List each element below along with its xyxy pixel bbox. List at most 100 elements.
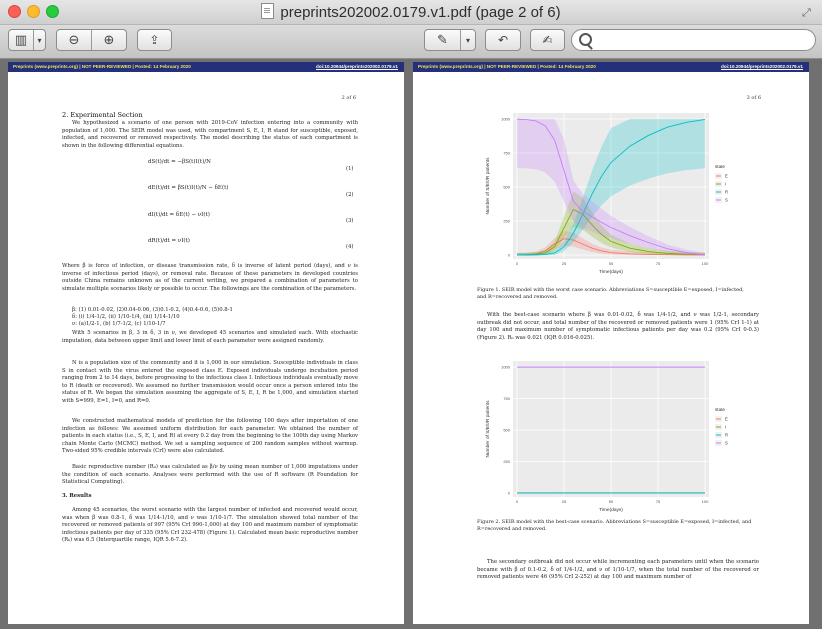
parameter-list-item: β: (1) 0.01-0.02, (2)0.04-0.06, (3)0.1-0…: [72, 307, 233, 313]
y-tick-label: 500: [503, 185, 510, 190]
rotate-icon: ↶: [497, 33, 509, 47]
zoom-out-button[interactable]: ⊖: [57, 30, 91, 50]
search-icon: [579, 33, 592, 46]
equation-number: (1): [346, 166, 354, 172]
x-tick-label: 75: [656, 261, 661, 266]
credible-interval-band-S: [517, 119, 705, 255]
paragraph: With 5 scenarios in β, 3 in δ, 3 in ν, w…: [62, 330, 358, 344]
equation-number: (2): [346, 192, 354, 198]
equation-3: dI(t)/dt = δE(t) − νI(t): [148, 212, 210, 218]
equation-4: dR(t)/dt = νI(t): [148, 238, 190, 244]
figure-1-svg: 0 250 500 750 1000 0 25 50 75 100 Time(days) Number…: [485, 113, 728, 275]
x-tick-label: 0: [516, 499, 519, 504]
legend-label: I: [725, 425, 726, 430]
series-line-E: [516, 238, 706, 256]
y-tick-label: 750: [503, 151, 510, 156]
figure-2-svg: 0 250 500 750 1000 0 25 50 75 100 Time(days) Number…: [485, 361, 728, 513]
series-line-S: [516, 118, 706, 256]
edit-toolbar-button[interactable]: ✍: [530, 29, 565, 51]
zoom-in-icon: ⊕: [103, 32, 115, 48]
figure-2-chart: 0 250 500 750 1000 0 25 50 75 100 Time(days) Number…: [477, 355, 753, 515]
x-tick-label: 100: [702, 499, 709, 504]
credible-interval-band-E: [517, 230, 705, 255]
equation-1: dS(t)/dt = −βS(t)I(t)/N: [148, 159, 211, 165]
pdf-document-icon: [261, 3, 275, 19]
y-tick-label: 250: [503, 219, 510, 224]
credible-interval-band-R: [517, 119, 705, 255]
paragraph: We constructed mathematical models of pr…: [62, 418, 358, 454]
series-line-R: [517, 118, 706, 256]
rotate-button[interactable]: ↶: [485, 29, 521, 51]
parameter-list-item: δ: (i) 1/4-1/2, (ii) 1/10-1/4, (iii) 1/1…: [72, 314, 180, 320]
x-axis-label: Time(days): [599, 507, 623, 513]
figure-2-caption: Figure 2. SEIR model with the best-case …: [477, 519, 752, 532]
legend-label: E: [725, 417, 728, 422]
paragraph: The secondary outbreak did not occur whi…: [477, 559, 759, 580]
preprint-header: Preprints (www.preprints.org) | NOT PEER…: [413, 62, 809, 72]
doi-link[interactable]: doi:10.20944/preprints202002.0179.v1: [316, 64, 398, 69]
y-tick-label: 0: [508, 491, 511, 496]
y-tick-label: 250: [503, 459, 510, 464]
zoom-window-button[interactable]: [46, 5, 59, 18]
toolbar: ▥ ▾ ⊖ ⊕ ⇪ ✎ ▾ ↶ ✍: [0, 25, 822, 59]
share-icon: ⇪: [149, 33, 160, 47]
x-tick-label: 75: [656, 499, 661, 504]
x-tick-label: 0: [516, 261, 519, 266]
header-left-text: Preprints (www.preprints.org) | NOT PEER…: [418, 64, 596, 69]
legend-label: R: [725, 433, 728, 438]
chevron-down-icon: ▾: [33, 30, 45, 50]
figure-1-chart: 0 250 500 750 1000 0 25 50 75 100 Time(days) Number…: [477, 107, 753, 277]
window-title: preprints202002.0179.v1.pdf (page 2 of 6…: [280, 4, 561, 21]
legend-label: R: [725, 190, 728, 195]
figure-1-caption: Figure 1. SEIR model with the worst case…: [477, 287, 744, 300]
pdf-page-2: Preprints (www.preprints.org) | NOT PEER…: [8, 62, 404, 624]
equation-2: dE(t)/dt = βS(t)I(t)/N − δE(t): [148, 185, 229, 191]
zoom-in-button[interactable]: ⊕: [91, 30, 126, 50]
pdf-page-3: Preprints (www.preprints.org) | NOT PEER…: [413, 62, 809, 624]
paragraph: With the best-case scenario where β was …: [477, 312, 759, 341]
edit-icon: ✍: [542, 33, 553, 47]
equation-number: (3): [346, 218, 354, 224]
y-tick-label: 0: [508, 253, 511, 258]
minimize-window-button[interactable]: [27, 5, 40, 18]
search-field[interactable]: [571, 29, 816, 51]
page-number: 3 of 6: [746, 95, 761, 101]
pen-icon: ✎: [437, 32, 448, 48]
y-tick-label: 1000: [501, 365, 511, 370]
y-tick-label: 500: [503, 428, 510, 433]
paragraph: We hypothesized a scenario of one person…: [62, 120, 358, 149]
equation-number: (4): [346, 244, 354, 250]
paragraph: Among 45 scenarios, the worst scenario w…: [62, 507, 358, 543]
x-tick-label: 50: [609, 499, 614, 504]
sidebar-icon: ▥: [14, 32, 28, 48]
legend-title: state: [715, 164, 725, 169]
x-tick-label: 25: [562, 499, 567, 504]
results-heading: 3. Results: [62, 493, 92, 499]
y-axis-label: Number of S/E/I/R patients: [485, 157, 491, 215]
zoom-controls: ⊖ ⊕: [56, 29, 127, 51]
markup-menu[interactable]: ✎ ▾: [424, 29, 476, 51]
sidebar-view-menu[interactable]: ▥ ▾: [8, 29, 46, 51]
document-view[interactable]: Preprints (www.preprints.org) | NOT PEER…: [0, 59, 822, 629]
section-heading: 2. Experimental Section: [62, 111, 143, 119]
doi-link[interactable]: doi:10.20944/preprints202002.0179.v1: [721, 64, 803, 69]
zoom-out-icon: ⊖: [68, 32, 80, 48]
paragraph: N is a population size of the community …: [62, 360, 358, 404]
series-line-I: [516, 208, 706, 256]
x-tick-label: 100: [702, 261, 709, 266]
header-left-text: Preprints (www.preprints.org) | NOT PEER…: [13, 64, 191, 69]
legend-label: S: [725, 198, 728, 203]
title-bar: preprints202002.0179.v1.pdf (page 2 of 6…: [0, 0, 822, 25]
x-tick-label: 50: [609, 261, 614, 266]
x-tick-label: 25: [562, 261, 567, 266]
fullscreen-icon[interactable]: ⤢: [802, 6, 811, 19]
y-tick-label: 750: [503, 396, 510, 401]
y-tick-label: 1000: [501, 117, 511, 122]
close-window-button[interactable]: [8, 5, 21, 18]
page-number: 2 of 6: [341, 95, 356, 101]
legend-label: I: [725, 182, 726, 187]
share-button[interactable]: ⇪: [137, 29, 172, 51]
paragraph: Where β is force of infection, or diseas…: [62, 263, 358, 292]
window-title-area: preprints202002.0179.v1.pdf (page 2 of 6…: [0, 3, 822, 21]
legend-label: E: [725, 174, 728, 179]
